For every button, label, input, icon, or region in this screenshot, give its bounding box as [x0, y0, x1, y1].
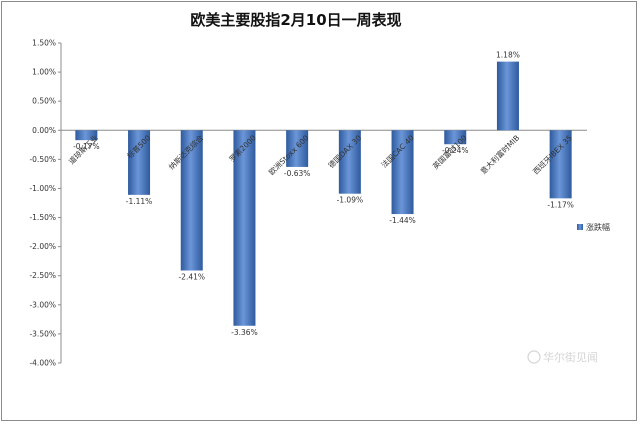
data-label: -1.44% — [389, 216, 416, 225]
data-label: -1.11% — [126, 197, 153, 206]
bar — [549, 130, 572, 199]
y-tick-label: 0.00% — [32, 126, 56, 135]
watermark-logo-icon — [527, 350, 541, 364]
y-tick-label: -2.50% — [29, 271, 56, 280]
y-tick-label: -3.50% — [29, 329, 56, 338]
data-label: -0.24% — [442, 146, 469, 155]
bar — [233, 130, 256, 326]
data-label: -0.63% — [284, 169, 311, 178]
watermark-text: 华尔街见闻 — [543, 350, 598, 364]
bar — [286, 130, 309, 167]
watermark: 华尔街见闻 — [527, 350, 598, 364]
bar — [338, 130, 361, 194]
data-label: -3.36% — [231, 328, 258, 337]
legend-label: 涨跌幅 — [586, 222, 610, 232]
y-tick-label: 0.50% — [32, 97, 56, 106]
bar — [128, 130, 151, 195]
y-tick-label: -0.50% — [29, 155, 56, 164]
bar — [180, 130, 203, 271]
data-label: -1.17% — [547, 200, 574, 209]
data-label: -1.09% — [337, 196, 364, 205]
bar — [496, 61, 519, 131]
data-label: -2.41% — [178, 272, 205, 281]
y-axis: 1.50% 1.00% 0.50% 0.00% -0.50% -1.00% -1.50% -2… — [29, 39, 587, 368]
y-tick-label: 1.00% — [32, 68, 56, 77]
y-tick-label: -2.00% — [29, 242, 56, 251]
y-tick-label: -1.50% — [29, 213, 56, 222]
category-label: 意大利富时MIB — [478, 133, 521, 176]
data-label: 1.18% — [496, 51, 520, 60]
bar — [391, 130, 414, 215]
y-tick-label: -3.00% — [29, 300, 56, 309]
data-label: -0.17% — [73, 142, 100, 151]
legend: 涨跌幅 — [577, 222, 610, 232]
legend-swatch — [577, 224, 583, 230]
bar — [75, 130, 98, 141]
y-tick-label: -1.00% — [29, 184, 56, 193]
bar — [444, 130, 467, 145]
chart-title: 欧美主要股指2月10日一周表现 — [190, 11, 401, 29]
bars — [75, 61, 572, 326]
y-tick-label: 1.50% — [32, 39, 56, 48]
y-tick-label: -4.00% — [29, 359, 56, 368]
